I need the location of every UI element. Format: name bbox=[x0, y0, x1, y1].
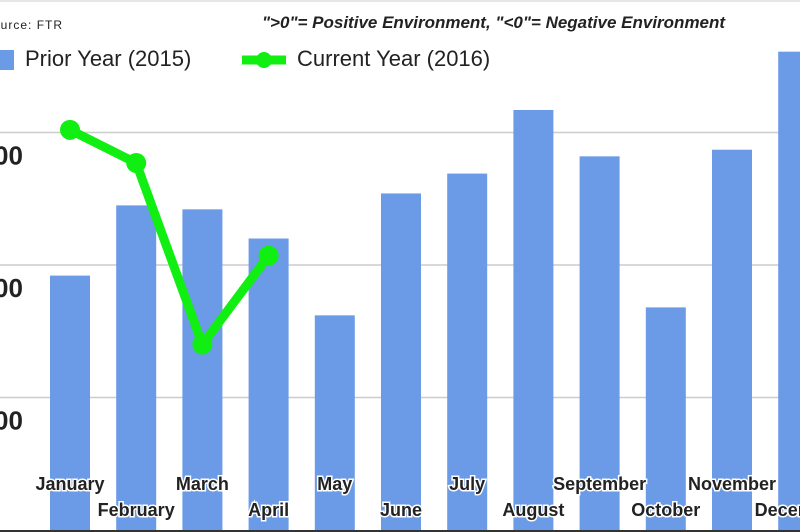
x-tick-label: September bbox=[553, 474, 646, 494]
bar-october bbox=[645, 307, 686, 532]
legend-swatch-prior bbox=[0, 50, 14, 70]
x-tick-label: November bbox=[688, 474, 776, 494]
bar-july bbox=[447, 173, 488, 532]
current-year-point-january bbox=[60, 119, 80, 140]
x-tick-label: February bbox=[98, 500, 175, 520]
bar-may bbox=[314, 315, 355, 532]
bar-november bbox=[712, 149, 752, 532]
bar-june bbox=[381, 193, 421, 532]
x-tick-label: August bbox=[502, 500, 564, 520]
legend-label-prior: Prior Year (2015) bbox=[25, 46, 192, 71]
legend-label-current: Current Year (2016) bbox=[297, 46, 491, 71]
x-tick-label: October bbox=[631, 500, 700, 520]
x-tick-label: April bbox=[248, 500, 289, 520]
y-tick-label: 00 bbox=[0, 273, 23, 303]
bar-september bbox=[579, 156, 620, 532]
bar-january bbox=[50, 275, 90, 532]
current-year-point-march bbox=[192, 334, 213, 355]
bar-march bbox=[182, 209, 223, 532]
y-tick-label: 00 bbox=[0, 141, 23, 171]
current-year-line bbox=[67, 125, 273, 349]
x-tick-label: March bbox=[176, 474, 229, 494]
bar-august bbox=[513, 109, 554, 532]
legend-swatch-current bbox=[242, 52, 286, 68]
x-tick-label: May bbox=[317, 474, 352, 494]
x-tick-label: January bbox=[35, 474, 104, 494]
x-tick-label: July bbox=[449, 474, 485, 494]
x-tick-label: December bbox=[755, 500, 800, 520]
x-tick-label: June bbox=[380, 500, 422, 520]
bar-february bbox=[116, 205, 157, 532]
current-year-point-february bbox=[126, 152, 147, 173]
bar-december bbox=[778, 51, 800, 532]
current-year-point-april bbox=[258, 245, 279, 266]
annotation: ">0"= Positive Environment, "<0"= Negati… bbox=[262, 13, 726, 32]
bar-april bbox=[248, 238, 289, 532]
source-label: Source: FTR bbox=[0, 18, 64, 32]
y-tick-label: 00 bbox=[0, 406, 23, 436]
